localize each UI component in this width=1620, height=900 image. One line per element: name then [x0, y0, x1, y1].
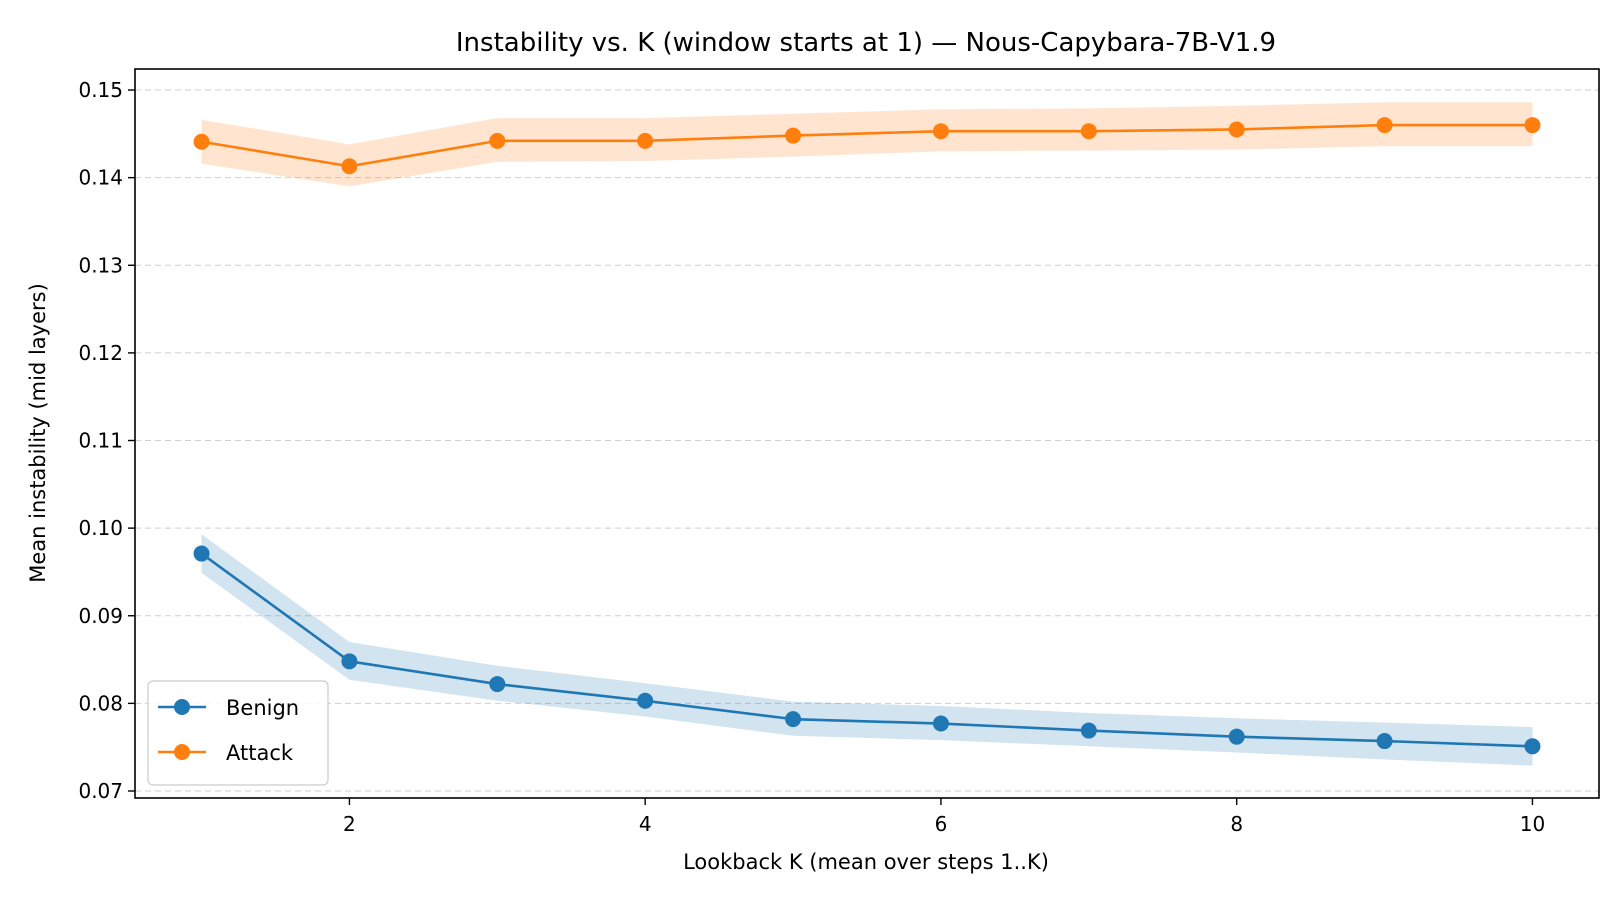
- x-tick-label: 8: [1230, 812, 1243, 836]
- y-tick-label: 0.15: [78, 78, 123, 102]
- plot-frame: [134, 68, 1600, 799]
- confidence-bands: [201, 102, 1533, 766]
- benign-point: [637, 692, 654, 709]
- benign-point: [341, 653, 358, 670]
- legend-label-benign: Benign: [226, 696, 299, 720]
- x-tick-label: 10: [1520, 812, 1545, 836]
- benign-line: [200, 552, 1533, 748]
- benign-point: [193, 545, 210, 562]
- y-tick-label: 0.07: [78, 779, 123, 803]
- attack-point: [341, 158, 358, 175]
- benign-point: [1228, 728, 1245, 745]
- benign-point: [1376, 733, 1393, 750]
- attack-point: [489, 132, 506, 149]
- y-tick-label: 0.09: [78, 604, 123, 628]
- x-axis-label: Lookback K (mean over steps 1..K): [683, 850, 1049, 874]
- x-axis-ticks: 2 4 6 8 10: [343, 798, 1545, 836]
- attack-point: [1524, 117, 1541, 134]
- legend: Benign Attack: [147, 680, 329, 786]
- attack-point: [637, 132, 654, 149]
- y-tick-label: 0.13: [78, 253, 123, 277]
- attack-point: [785, 127, 802, 144]
- attack-point: [1376, 117, 1393, 134]
- x-tick-label: 4: [639, 812, 652, 836]
- legend-marker-attack: [174, 744, 190, 760]
- y-axis-label: Mean instability (mid layers): [26, 283, 50, 583]
- attack-point: [193, 133, 210, 150]
- chart-title: Instability vs. K (window starts at 1) —…: [456, 28, 1276, 58]
- attack-point: [932, 123, 949, 140]
- x-tick-label: 2: [343, 812, 356, 836]
- y-axis-ticks: 0.07 0.08 0.09 0.10 0.11 0.12 0.13 0.14 0.15: [78, 78, 135, 803]
- attack-band: [201, 102, 1533, 187]
- benign-point: [785, 711, 802, 728]
- y-tick-label: 0.12: [78, 341, 123, 365]
- legend-marker-benign: [174, 699, 190, 715]
- benign-point: [1524, 738, 1541, 755]
- attack-line: [201, 123, 1533, 168]
- x-tick-label: 6: [935, 812, 948, 836]
- y-gridlines: [135, 89, 1599, 792]
- benign-point: [489, 676, 506, 693]
- series-lines: [200, 123, 1533, 748]
- attack-point: [1080, 123, 1097, 140]
- benign-point: [932, 715, 949, 732]
- y-tick-label: 0.08: [78, 691, 123, 715]
- series-points: [193, 117, 1541, 755]
- y-tick-label: 0.10: [78, 516, 123, 540]
- benign-band: [201, 534, 1533, 766]
- y-tick-label: 0.11: [78, 429, 123, 453]
- y-tick-label: 0.14: [78, 166, 123, 190]
- legend-label-attack: Attack: [226, 741, 294, 765]
- benign-point: [1080, 722, 1097, 739]
- attack-point: [1228, 121, 1245, 138]
